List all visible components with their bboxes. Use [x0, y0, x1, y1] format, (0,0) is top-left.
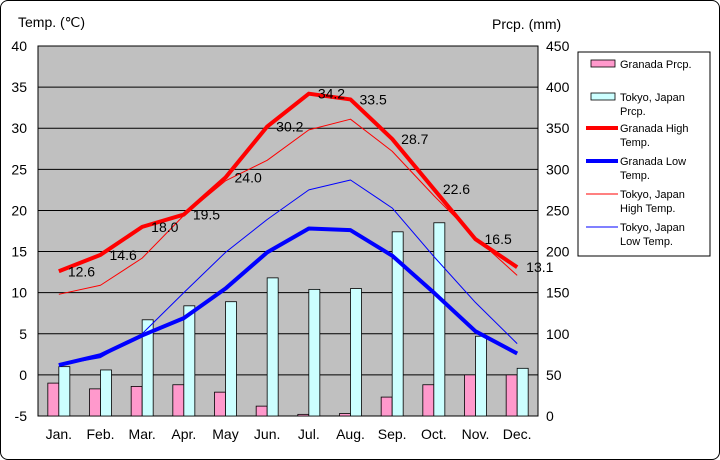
- legend-label: Granada Low: [620, 156, 686, 168]
- x-tick-label: Mar.: [129, 426, 156, 442]
- data-label: 19.5: [193, 207, 220, 223]
- left-tick-label: 15: [11, 244, 27, 260]
- data-label: 14.6: [110, 247, 137, 263]
- data-label: 18.0: [151, 219, 178, 235]
- left-tick-label: 35: [11, 79, 27, 95]
- x-tick-label: Jun.: [254, 426, 280, 442]
- prcp-bar: [339, 413, 351, 417]
- right-tick-label: 250: [546, 202, 570, 218]
- prcp-bar: [183, 305, 196, 417]
- prcp-bar: [172, 384, 185, 417]
- data-label: 16.5: [485, 231, 512, 247]
- prcp-bar: [475, 335, 487, 417]
- legend-label: Tokyo, Japan: [620, 222, 685, 234]
- legend-label: High Temp.: [620, 203, 675, 215]
- left-tick-label: 40: [11, 38, 27, 54]
- prcp-bar: [464, 374, 476, 417]
- prcp-bar: [214, 391, 226, 417]
- right-tick-label: 400: [546, 79, 570, 95]
- legend-label: Temp.: [620, 170, 650, 182]
- right-tick-label: 0: [546, 408, 554, 424]
- data-label: 30.2: [276, 119, 303, 135]
- left-tick-label: 30: [11, 120, 27, 136]
- right-tick-label: 350: [546, 120, 570, 136]
- x-tick-label: Apr.: [171, 426, 196, 442]
- left-tick-label: -5: [15, 408, 28, 424]
- x-tick-label: Feb.: [86, 426, 114, 442]
- right-tick-label: 200: [546, 244, 570, 260]
- left-tick-label: 20: [11, 202, 27, 218]
- data-label: 12.6: [68, 263, 95, 279]
- right-tick-label: 150: [546, 285, 570, 301]
- right-tick-label: 50: [546, 367, 562, 383]
- data-label: 24.0: [235, 170, 262, 186]
- left-tick-label: 25: [11, 161, 27, 177]
- legend-label: Tokyo, Japan: [620, 189, 685, 201]
- legend-label: Temp.: [620, 137, 650, 149]
- prcp-bar: [516, 367, 529, 417]
- right-axis-title: Prcp. (mm): [492, 16, 561, 32]
- legend-label: Granada High: [620, 123, 689, 135]
- x-tick-label: Dec.: [503, 426, 532, 442]
- temp-line: [58, 91, 519, 274]
- legend: Granada Prcp. Tokyo, Japan Prcp. Granada Hi…: [577, 51, 711, 257]
- left-tick-label: 0: [19, 367, 27, 383]
- legend-box: [577, 51, 711, 257]
- right-tick-label: 300: [546, 161, 570, 177]
- x-tick-label: Sep.: [378, 426, 407, 442]
- data-label: 28.7: [401, 131, 428, 147]
- plot-area: [37, 45, 539, 417]
- right-tick-label: 100: [546, 326, 570, 342]
- x-tick-label: Aug.: [336, 426, 365, 442]
- prcp-bar: [225, 301, 237, 417]
- prcp-bar: [100, 369, 112, 417]
- prcp-bar: [47, 382, 60, 417]
- x-tick-label: May: [212, 426, 238, 442]
- left-axis-title: Temp. (℃): [18, 14, 85, 30]
- legend-label: Low Temp.: [620, 236, 673, 248]
- prcp-bar: [58, 366, 71, 417]
- data-label: 13.1: [526, 259, 553, 275]
- legend-label: Granada Prcp.: [620, 59, 692, 71]
- left-tick-label: 10: [11, 285, 27, 301]
- data-label: 22.6: [443, 181, 470, 197]
- x-tick-label: Oct.: [421, 426, 447, 442]
- x-tick-label: Nov.: [462, 426, 490, 442]
- x-tick-label: Jul.: [298, 426, 320, 442]
- prcp-bar: [89, 388, 101, 417]
- prcp-bar: [433, 222, 446, 417]
- data-label: 34.2: [318, 86, 345, 102]
- right-tick-label: 450: [546, 38, 570, 54]
- prcp-bar: [141, 319, 154, 417]
- prcp-bar: [308, 288, 321, 417]
- prcp-bar: [130, 385, 143, 417]
- prcp-bar: [422, 384, 435, 417]
- data-label: 33.5: [360, 91, 387, 107]
- x-tick-label: Jan.: [46, 426, 72, 442]
- prcp-bar: [380, 396, 393, 417]
- prcp-bar: [266, 277, 279, 417]
- temp-line: [58, 118, 518, 295]
- legend-label: Prcp.: [620, 106, 646, 118]
- temp-line: [58, 226, 519, 367]
- prcp-bar: [255, 405, 268, 417]
- prcp-bar: [391, 231, 404, 417]
- prcp-bar: [350, 288, 362, 417]
- legend-label: Tokyo, Japan: [620, 92, 685, 104]
- prcp-bar: [505, 374, 518, 417]
- legend-swatch: [590, 92, 616, 101]
- left-tick-label: 5: [19, 326, 27, 342]
- legend-swatch: [590, 59, 616, 68]
- prcp-bar: [297, 413, 310, 417]
